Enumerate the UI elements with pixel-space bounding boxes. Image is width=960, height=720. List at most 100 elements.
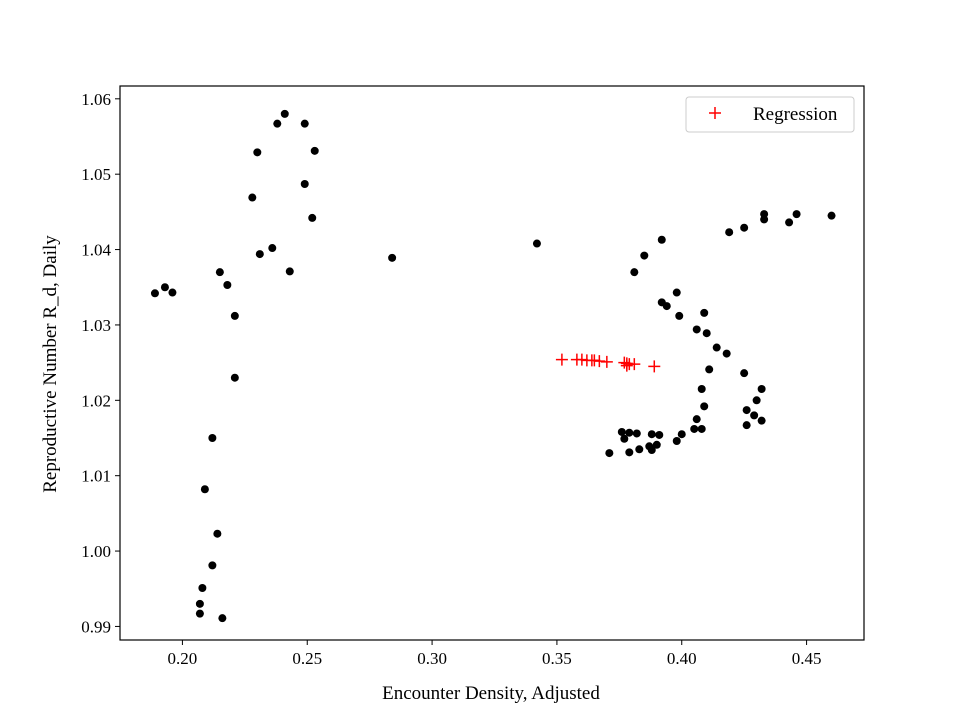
y-tick-label: 1.05 bbox=[81, 165, 111, 184]
regression-point bbox=[620, 359, 633, 372]
data-point bbox=[652, 440, 661, 449]
data-point bbox=[200, 485, 209, 494]
x-tick-label: 0.40 bbox=[667, 649, 697, 668]
data-point bbox=[690, 424, 699, 433]
data-point bbox=[740, 223, 749, 232]
data-point bbox=[712, 343, 721, 352]
data-point bbox=[218, 614, 227, 623]
legend-box bbox=[685, 96, 855, 133]
y-tick-label: 1.02 bbox=[81, 391, 111, 410]
data-point bbox=[697, 424, 706, 433]
regression-point bbox=[575, 353, 588, 366]
data-point bbox=[213, 529, 222, 538]
data-point bbox=[827, 211, 836, 220]
data-point bbox=[625, 428, 634, 437]
regression-point bbox=[618, 356, 631, 369]
data-point bbox=[635, 445, 644, 454]
data-point bbox=[742, 406, 751, 415]
x-axis-label: Encounter Density, Adjusted bbox=[382, 683, 600, 704]
data-point bbox=[672, 437, 681, 446]
x-tick-label: 0.20 bbox=[168, 649, 198, 668]
data-point bbox=[280, 109, 289, 118]
data-point bbox=[208, 433, 217, 442]
x-tick-label: 0.45 bbox=[792, 649, 822, 668]
data-point bbox=[630, 268, 639, 277]
data-point bbox=[620, 434, 629, 443]
data-point bbox=[705, 365, 714, 374]
data-point bbox=[752, 396, 761, 405]
data-point bbox=[655, 430, 664, 439]
data-point bbox=[692, 415, 701, 424]
data-point bbox=[150, 289, 159, 298]
data-point bbox=[657, 235, 666, 244]
data-point bbox=[230, 373, 239, 382]
legend-label-regression: Regression bbox=[753, 104, 838, 125]
data-point bbox=[640, 251, 649, 260]
data-point bbox=[750, 411, 759, 420]
data-point bbox=[757, 416, 766, 425]
data-point bbox=[697, 385, 706, 394]
regression-point bbox=[648, 360, 661, 373]
data-point bbox=[388, 253, 397, 262]
data-point bbox=[742, 421, 751, 430]
y-axis-label: Reproductive Number R_d, Daily bbox=[40, 235, 61, 493]
data-point bbox=[702, 329, 711, 338]
data-point bbox=[198, 583, 207, 592]
data-point bbox=[215, 268, 224, 277]
x-tick-label: 0.30 bbox=[417, 649, 447, 668]
x-axis-ticks: 0.20 0.25 0.30 0.35 0.40 0.45 bbox=[168, 640, 822, 668]
data-point bbox=[255, 250, 264, 259]
data-point bbox=[268, 244, 277, 253]
data-point bbox=[195, 599, 204, 608]
data-point bbox=[632, 429, 641, 438]
data-point bbox=[692, 325, 701, 334]
regression-point bbox=[628, 358, 641, 371]
data-point bbox=[273, 119, 282, 128]
data-point bbox=[300, 119, 309, 128]
y-axis-ticks: 0.99 1.00 1.01 1.02 1.03 1.04 1.05 1.06 bbox=[81, 90, 120, 636]
data-point bbox=[168, 288, 177, 297]
data-point bbox=[308, 213, 317, 222]
data-point bbox=[785, 218, 794, 227]
data-point bbox=[740, 369, 749, 378]
y-tick-label: 1.00 bbox=[81, 542, 111, 561]
data-point bbox=[248, 193, 257, 202]
data-point bbox=[700, 402, 709, 411]
regression-point bbox=[600, 355, 613, 368]
y-tick-label: 1.04 bbox=[81, 241, 111, 260]
data-point bbox=[605, 449, 614, 458]
data-point bbox=[208, 561, 217, 570]
data-point bbox=[757, 385, 766, 394]
data-point bbox=[285, 267, 294, 276]
data-point bbox=[792, 210, 801, 219]
data-point bbox=[160, 283, 169, 292]
data-point bbox=[662, 302, 671, 311]
data-point bbox=[230, 311, 239, 320]
data-point bbox=[675, 311, 684, 320]
data-point bbox=[725, 228, 734, 237]
axes-border bbox=[119, 85, 865, 641]
data-point bbox=[647, 430, 656, 439]
y-tick-label: 1.03 bbox=[81, 316, 111, 335]
data-point bbox=[760, 210, 769, 219]
regression-point bbox=[593, 355, 606, 368]
data-point bbox=[253, 148, 262, 157]
axes-frame bbox=[119, 85, 865, 641]
y-tick-label: 1.06 bbox=[81, 90, 111, 109]
data-point bbox=[532, 239, 541, 248]
legend-plus-icon bbox=[709, 107, 721, 119]
data-point bbox=[310, 146, 319, 155]
legend: Regression bbox=[685, 96, 855, 133]
data-point bbox=[223, 280, 232, 289]
regression-point bbox=[555, 353, 568, 366]
plot-area bbox=[150, 109, 836, 623]
data-point bbox=[625, 448, 634, 457]
regression-point bbox=[588, 354, 601, 367]
data-point bbox=[195, 609, 204, 618]
y-tick-label: 0.99 bbox=[81, 617, 111, 636]
x-tick-label: 0.35 bbox=[542, 649, 572, 668]
x-tick-label: 0.25 bbox=[292, 649, 322, 668]
data-point bbox=[672, 288, 681, 297]
data-point bbox=[647, 446, 656, 455]
